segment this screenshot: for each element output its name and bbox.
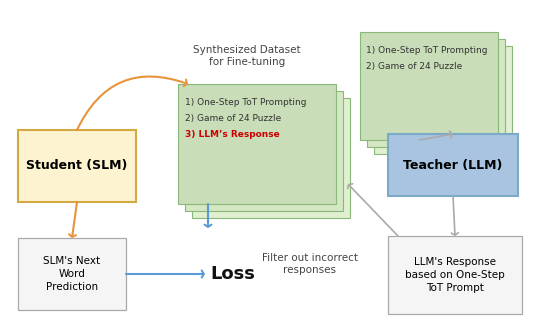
Text: 1) One-Step ToT Prompting: 1) One-Step ToT Prompting <box>366 46 488 55</box>
Text: Synthesized Dataset
for Fine-tuning: Synthesized Dataset for Fine-tuning <box>193 45 301 67</box>
FancyBboxPatch shape <box>367 39 505 147</box>
Text: 1) One-Step ToT Prompting: 1) One-Step ToT Prompting <box>185 98 307 107</box>
FancyBboxPatch shape <box>18 130 136 202</box>
FancyBboxPatch shape <box>388 236 522 314</box>
Text: 2) Game of 24 Puzzle: 2) Game of 24 Puzzle <box>185 114 281 123</box>
Text: 2) Game of 24 Puzzle: 2) Game of 24 Puzzle <box>366 62 462 71</box>
FancyBboxPatch shape <box>185 91 343 211</box>
FancyBboxPatch shape <box>374 46 512 154</box>
Text: 3) LLM’s Response: 3) LLM’s Response <box>185 130 280 139</box>
Text: Filter out incorrect
responses: Filter out incorrect responses <box>262 253 358 275</box>
Text: Student (SLM): Student (SLM) <box>26 159 127 173</box>
FancyBboxPatch shape <box>388 134 518 196</box>
FancyBboxPatch shape <box>360 32 498 140</box>
FancyBboxPatch shape <box>178 84 336 204</box>
Text: Loss: Loss <box>210 265 255 283</box>
Text: Teacher (LLM): Teacher (LLM) <box>403 158 503 172</box>
FancyBboxPatch shape <box>192 98 350 218</box>
Text: LLM's Response
based on One-Step
ToT Prompt: LLM's Response based on One-Step ToT Pro… <box>405 257 505 293</box>
Text: SLM's Next
Word
Prediction: SLM's Next Word Prediction <box>43 256 100 292</box>
FancyBboxPatch shape <box>18 238 126 310</box>
